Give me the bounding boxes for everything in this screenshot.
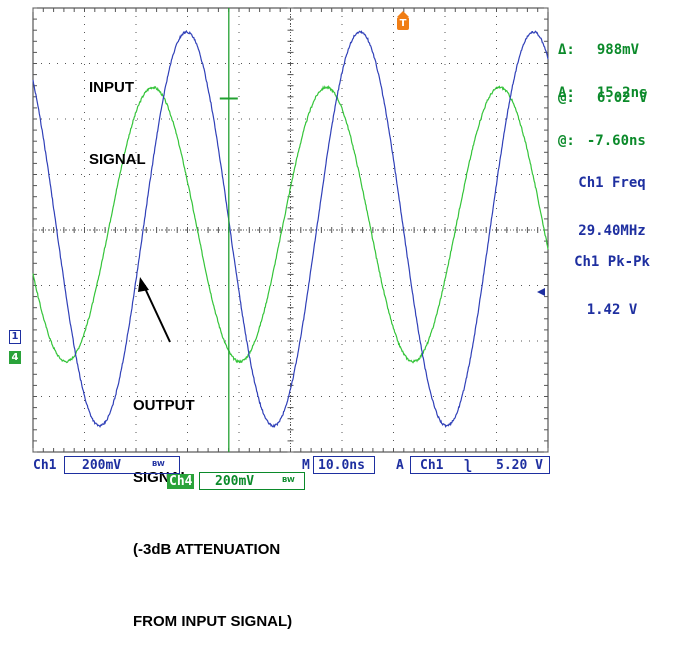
pkpk-label: Ch1 Pk-Pk: [574, 254, 650, 270]
ch1-status-label: Ch1: [33, 458, 57, 473]
ch4-scale: 200mV: [215, 474, 255, 489]
oscilloscope-screen: [32, 7, 549, 453]
ch4-status-label: Ch4: [167, 474, 195, 489]
t-at-symbol: @:: [558, 133, 575, 149]
output-signal-trace: [32, 85, 549, 364]
ch1-scale: 200mV: [82, 458, 122, 473]
ch1-bw-limit: BW: [152, 460, 165, 468]
time-cursor-readout: Δ: 15.2ns @: -7.60ns: [558, 53, 647, 165]
trigger-position-marker-arrow: [397, 11, 409, 17]
waveform-traces: [32, 29, 549, 429]
trigger-slope-icon: ʅ: [464, 458, 472, 473]
trigger-source: Ch1: [420, 458, 444, 473]
v-at-value: 6.02 V: [596, 90, 648, 106]
output-label-line4: FROM INPUT SIGNAL): [133, 613, 293, 630]
trigger-box[interactable]: [410, 456, 550, 474]
annotation-arrow: [138, 277, 171, 343]
trigger-position-marker: T: [397, 17, 409, 30]
output-label-line1: OUTPUT: [133, 397, 195, 414]
v-at-symbol: @:: [558, 90, 575, 106]
pkpk-measurement: Ch1 Pk-Pk 1.42 V: [562, 222, 662, 334]
freq-label: Ch1 Freq: [578, 175, 646, 191]
graticule: [32, 7, 549, 453]
ch1-scale-box[interactable]: [64, 456, 180, 474]
v-delta-value: 988mV: [596, 42, 640, 58]
t-at-value: -7.60ns: [586, 133, 646, 149]
ch4-ground-marker: 4: [9, 351, 21, 364]
t-delta-symbol: Δ:: [558, 85, 575, 101]
voltage-cursor-readout: Δ: 988mV @: 6.02 V: [558, 10, 647, 122]
ch4-bw-limit: BW: [282, 476, 295, 484]
ch4-scale-box[interactable]: [199, 472, 305, 490]
t-delta-value: 15.2ns: [596, 85, 648, 101]
pkpk-value: 1.42 V: [586, 302, 638, 318]
freq-value: 29.40MHz: [578, 223, 646, 239]
trigger-mode: A: [396, 458, 404, 473]
freq-measurement: Ch1 Freq 29.40MHz: [562, 143, 662, 255]
cursor-lines: [219, 8, 238, 452]
input-signal-trace: [32, 29, 549, 429]
ch1-ground-marker: 1: [9, 330, 21, 344]
output-label-line3: (-3dB ATTENUATION: [133, 541, 281, 558]
timebase-box[interactable]: [313, 456, 375, 474]
input-signal-label: INPUT SIGNAL: [89, 28, 146, 196]
ref-level-arrow-icon: [537, 288, 545, 296]
output-signal-label: OUTPUT SIGNAL (-3dB ATTENUATION FROM INP…: [133, 346, 292, 658]
timebase-prefix: M: [302, 458, 310, 473]
trigger-level: 5.20 V: [496, 458, 543, 473]
input-label-line2: SIGNAL: [89, 151, 146, 168]
v-delta-symbol: Δ:: [558, 42, 575, 58]
input-label-line1: INPUT: [89, 79, 134, 96]
timebase-value: 10.0ns: [318, 458, 365, 473]
